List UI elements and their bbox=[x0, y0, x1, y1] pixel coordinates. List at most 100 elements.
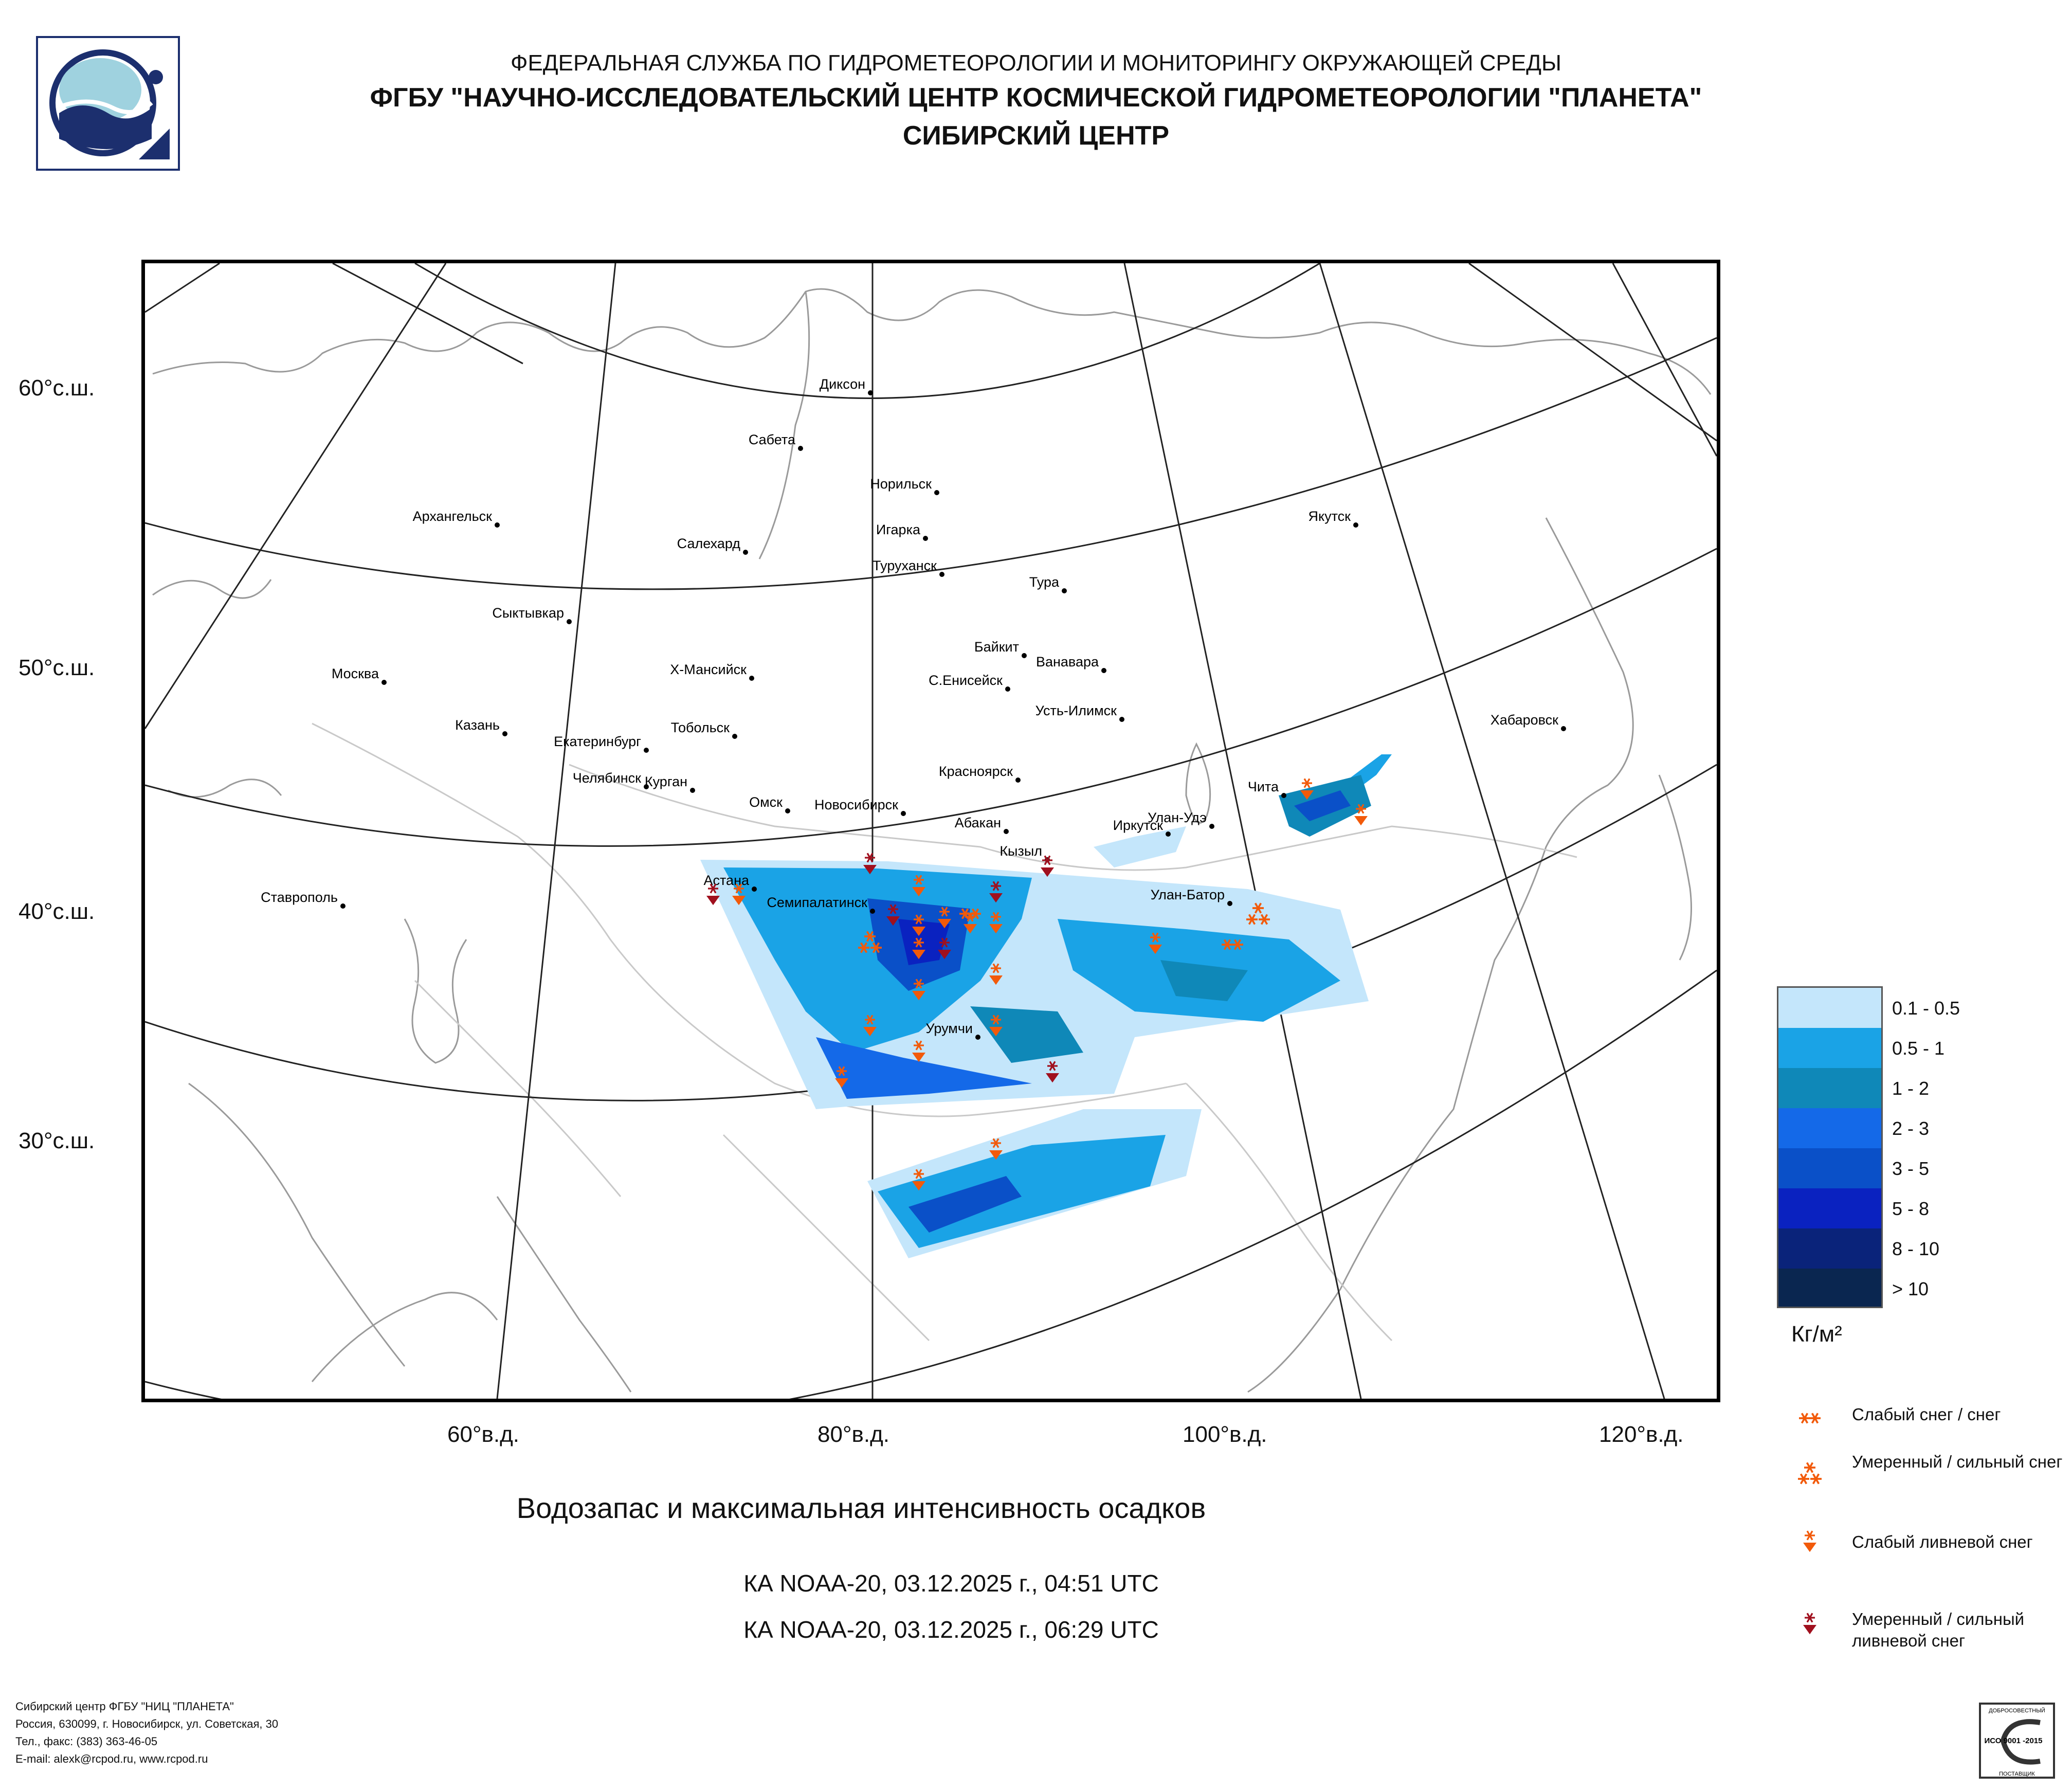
city-dot bbox=[785, 808, 790, 813]
legend-swatch-7 bbox=[1778, 1228, 1881, 1269]
light-shower-snow-marker bbox=[989, 912, 1003, 934]
city-label: Казань bbox=[455, 717, 500, 733]
legend-label-2: 0.5 - 1 bbox=[1892, 1038, 1945, 1059]
symbol-label-light-shower-snow: Слабый ливневой снег bbox=[1852, 1532, 2033, 1551]
city-dot bbox=[1227, 901, 1232, 906]
city-label: Курган bbox=[645, 774, 687, 789]
city-dot bbox=[1166, 831, 1171, 837]
city-label: Улан-Удэ bbox=[1148, 810, 1207, 825]
heavy-snow-marker bbox=[858, 931, 882, 953]
city-label: Х-Мансийск bbox=[670, 662, 747, 677]
city-label: Сыктывкар bbox=[492, 605, 564, 621]
header-center: СИБИРСКИЙ ЦЕНТР bbox=[902, 121, 1170, 151]
city-dot bbox=[1561, 726, 1566, 731]
city-label: Диксон bbox=[820, 376, 865, 392]
city-dot bbox=[340, 903, 346, 909]
heavy-shower-snow-marker bbox=[1046, 1061, 1059, 1083]
light-shower-snow-marker bbox=[912, 979, 925, 1001]
city-label: Кызыл bbox=[999, 843, 1042, 859]
city-label: Якутск bbox=[1308, 509, 1351, 524]
city-dot bbox=[732, 734, 737, 739]
heavy-shower-snow-marker bbox=[1041, 855, 1054, 877]
city-label: Омск bbox=[749, 794, 783, 810]
city-label: С.Енисейск bbox=[929, 673, 1003, 688]
city-dot bbox=[1209, 824, 1214, 829]
city-label: Екатеринбург bbox=[554, 734, 641, 749]
city-label: Тура bbox=[1029, 574, 1060, 590]
iso-mid-text: ИСО 9001 -2015 bbox=[1985, 1736, 2043, 1745]
legend-swatch-4 bbox=[1778, 1108, 1881, 1149]
city-dot bbox=[1004, 829, 1009, 834]
footer-line: Тел., факс: (383) 363-46-05 bbox=[15, 1735, 158, 1748]
light-shower-snow-marker bbox=[938, 907, 951, 929]
lon-label-100: 100°в.д. bbox=[1183, 1422, 1267, 1447]
symbol-label-heavy-shower-snow: Умеренный / сильный ливневой снег bbox=[1852, 1609, 2025, 1650]
legend-label-8: > 10 bbox=[1892, 1278, 1929, 1299]
city-label: Ставрополь bbox=[261, 890, 338, 905]
city-dot bbox=[644, 784, 649, 789]
light-shower-snow-marker bbox=[989, 1015, 1003, 1037]
city-label: Тобольск bbox=[671, 720, 730, 735]
light-snow-marker bbox=[959, 908, 981, 919]
color-legend bbox=[1777, 986, 1883, 1308]
satellite-pass-1: КА NOAA-20, 03.12.2025 г., 04:51 UTC bbox=[743, 1570, 1159, 1597]
city-dot bbox=[567, 619, 572, 624]
city-dot bbox=[1353, 522, 1358, 528]
city-markers: Диксон Сабета Норильск Архангельск Игарка Сал… bbox=[261, 376, 1566, 1040]
chart-title: Водозапас и максимальная интенсивность о… bbox=[516, 1492, 1206, 1524]
city-label: Чита bbox=[1248, 779, 1279, 794]
legend-swatch-8 bbox=[1778, 1269, 1881, 1307]
heavy-shower-snow-marker bbox=[1803, 1613, 1816, 1635]
city-label: Норильск bbox=[870, 476, 932, 492]
city-dot bbox=[749, 676, 754, 681]
city-label: Москва bbox=[332, 666, 379, 681]
light-shower-snow-marker bbox=[912, 1169, 925, 1191]
satellite-pass-2: КА NOAA-20, 03.12.2025 г., 06:29 UTC bbox=[743, 1616, 1159, 1643]
lon-label-60: 60°в.д. bbox=[447, 1422, 520, 1447]
legend-unit: Кг/м² bbox=[1791, 1322, 1842, 1347]
city-dot bbox=[1022, 653, 1027, 658]
footer-contacts: Сибирский центр ФГБУ "НИЦ "ПЛАНЕТА" Росс… bbox=[15, 1698, 278, 1768]
legend-swatch-2 bbox=[1778, 1028, 1881, 1069]
footer-line: Россия, 630099, г. Новосибирск, ул. Сове… bbox=[15, 1717, 279, 1730]
city-dot bbox=[644, 748, 649, 753]
light-shower-snow-marker bbox=[863, 1015, 877, 1037]
lon-label-120: 120°в.д. bbox=[1599, 1422, 1684, 1447]
light-shower-snow-marker bbox=[912, 914, 925, 936]
header-agency: ФЕДЕРАЛЬНАЯ СЛУЖБА ПО ГИДРОМЕТЕОРОЛОГИИ … bbox=[511, 50, 1561, 76]
city-label: Ванавара bbox=[1036, 654, 1099, 670]
city-label: Абакан bbox=[955, 815, 1001, 830]
iso-bottom-text: ПОСТАВЩИК bbox=[1999, 1771, 2035, 1777]
legend-label-4: 2 - 3 bbox=[1892, 1118, 1930, 1139]
city-label: Салехард bbox=[677, 536, 741, 551]
light-shower-snow-marker bbox=[1354, 804, 1368, 826]
city-dot bbox=[923, 536, 928, 541]
light-shower-snow-marker bbox=[732, 883, 746, 906]
city-label: Улан-Батор bbox=[1151, 887, 1225, 902]
city-dot bbox=[868, 390, 873, 395]
heavy-shower-snow-marker bbox=[863, 853, 877, 875]
heavy-shower-snow-marker bbox=[886, 904, 900, 926]
symbol-label-light-snow: Слабый снег / снег bbox=[1852, 1405, 2001, 1424]
city-dot bbox=[1119, 717, 1124, 722]
light-snow-marker bbox=[1799, 1413, 1821, 1424]
legend-swatch-5 bbox=[1778, 1148, 1881, 1189]
graticule-meridians bbox=[145, 263, 1717, 1399]
light-shower-snow-marker bbox=[912, 875, 925, 897]
city-dot bbox=[1281, 793, 1286, 798]
city-dot bbox=[939, 572, 944, 577]
legend-label-6: 5 - 8 bbox=[1892, 1198, 1930, 1219]
city-dot bbox=[690, 788, 695, 793]
light-shower-snow-marker bbox=[1149, 932, 1162, 954]
heavy-shower-snow-marker bbox=[989, 881, 1003, 903]
light-shower-snow-marker bbox=[912, 1040, 925, 1062]
city-label: Хабаровск bbox=[1491, 712, 1558, 728]
light-shower-snow-marker bbox=[989, 1138, 1003, 1160]
footer-line: E-mail: alexk@rcpod.ru, www.rcpod.ru bbox=[15, 1752, 208, 1765]
city-dot bbox=[1101, 668, 1106, 673]
city-label: Иркутск bbox=[1113, 818, 1164, 833]
heavy-shower-snow-marker bbox=[706, 883, 720, 906]
symbol-legend-icons bbox=[1798, 1413, 1822, 1635]
legend-label-1: 0.1 - 0.5 bbox=[1892, 998, 1960, 1019]
header-institute: ФГБУ "НАУЧНО-ИССЛЕДОВАТЕЛЬСКИЙ ЦЕНТР КОС… bbox=[370, 83, 1702, 113]
